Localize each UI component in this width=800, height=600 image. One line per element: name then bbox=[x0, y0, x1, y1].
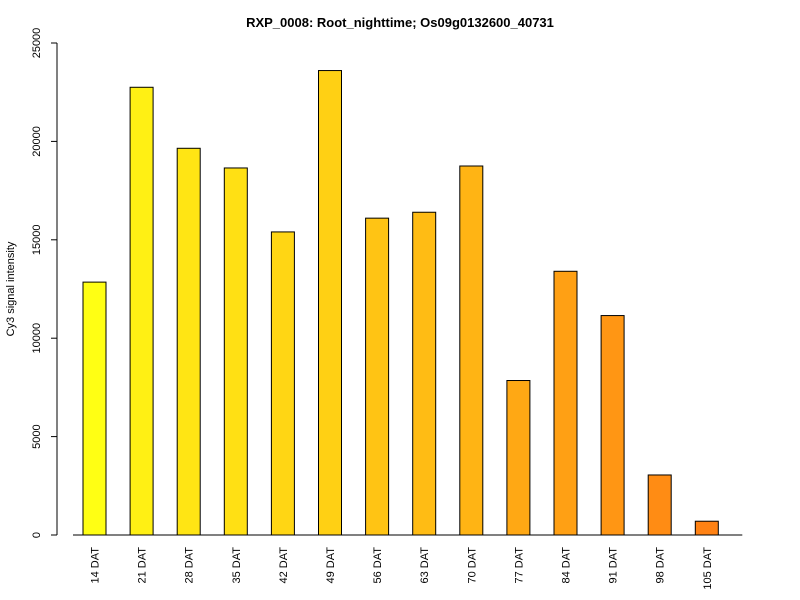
x-tick-label: 70 DAT bbox=[466, 547, 478, 584]
y-tick-label: 10000 bbox=[31, 323, 43, 354]
bar-70-dat bbox=[459, 165, 484, 536]
bar-56-dat bbox=[365, 217, 390, 536]
y-axis-label: Cy3 signal intensity bbox=[5, 241, 17, 336]
bar-105-dat bbox=[694, 520, 719, 536]
x-tick-label: 98 DAT bbox=[655, 547, 667, 584]
x-axis: 14 DAT 21 DAT 28 DAT 35 DAT 42 DAT 49 DAT 56 D… bbox=[73, 534, 743, 590]
x-tick-label: 42 DAT bbox=[278, 547, 290, 584]
x-tick-label: 35 DAT bbox=[231, 547, 243, 584]
x-tick-label: 21 DAT bbox=[137, 547, 149, 584]
bar-49-dat bbox=[318, 70, 342, 536]
x-tick-label: 91 DAT bbox=[608, 547, 620, 584]
bar-35-dat bbox=[223, 167, 248, 536]
bar-98-dat bbox=[647, 474, 672, 536]
x-tick-label: 63 DAT bbox=[419, 547, 431, 584]
bar-42-dat bbox=[270, 231, 295, 536]
y-tick-label: 20000 bbox=[31, 126, 43, 157]
y-axis: 0 5000 10000 15000 20000 25000 bbox=[31, 28, 58, 538]
x-tick-label: 84 DAT bbox=[561, 547, 573, 584]
bar-63-dat bbox=[412, 211, 437, 536]
bar-91-dat bbox=[600, 315, 625, 536]
bar-77-dat bbox=[506, 380, 531, 536]
x-tick-label: 77 DAT bbox=[513, 547, 525, 584]
x-tick-label: 105 DAT bbox=[702, 547, 714, 590]
x-tick-label: 56 DAT bbox=[372, 547, 384, 584]
chart-title: RXP_0008: Root_nighttime; Os09g0132600_4… bbox=[246, 15, 554, 30]
x-tick-label: 14 DAT bbox=[90, 547, 102, 584]
bars-group bbox=[82, 70, 719, 536]
y-tick-label: 25000 bbox=[31, 28, 43, 59]
x-tick-label: 49 DAT bbox=[325, 547, 337, 584]
y-tick-label: 5000 bbox=[31, 424, 43, 448]
x-tick-label: 28 DAT bbox=[184, 547, 196, 584]
bar-14-dat bbox=[82, 281, 107, 536]
bar-21-dat bbox=[129, 86, 154, 536]
y-tick-label: 15000 bbox=[31, 225, 43, 256]
y-tick-label: 0 bbox=[31, 532, 43, 538]
bar-84-dat bbox=[553, 270, 578, 536]
bar-28-dat bbox=[176, 147, 201, 536]
